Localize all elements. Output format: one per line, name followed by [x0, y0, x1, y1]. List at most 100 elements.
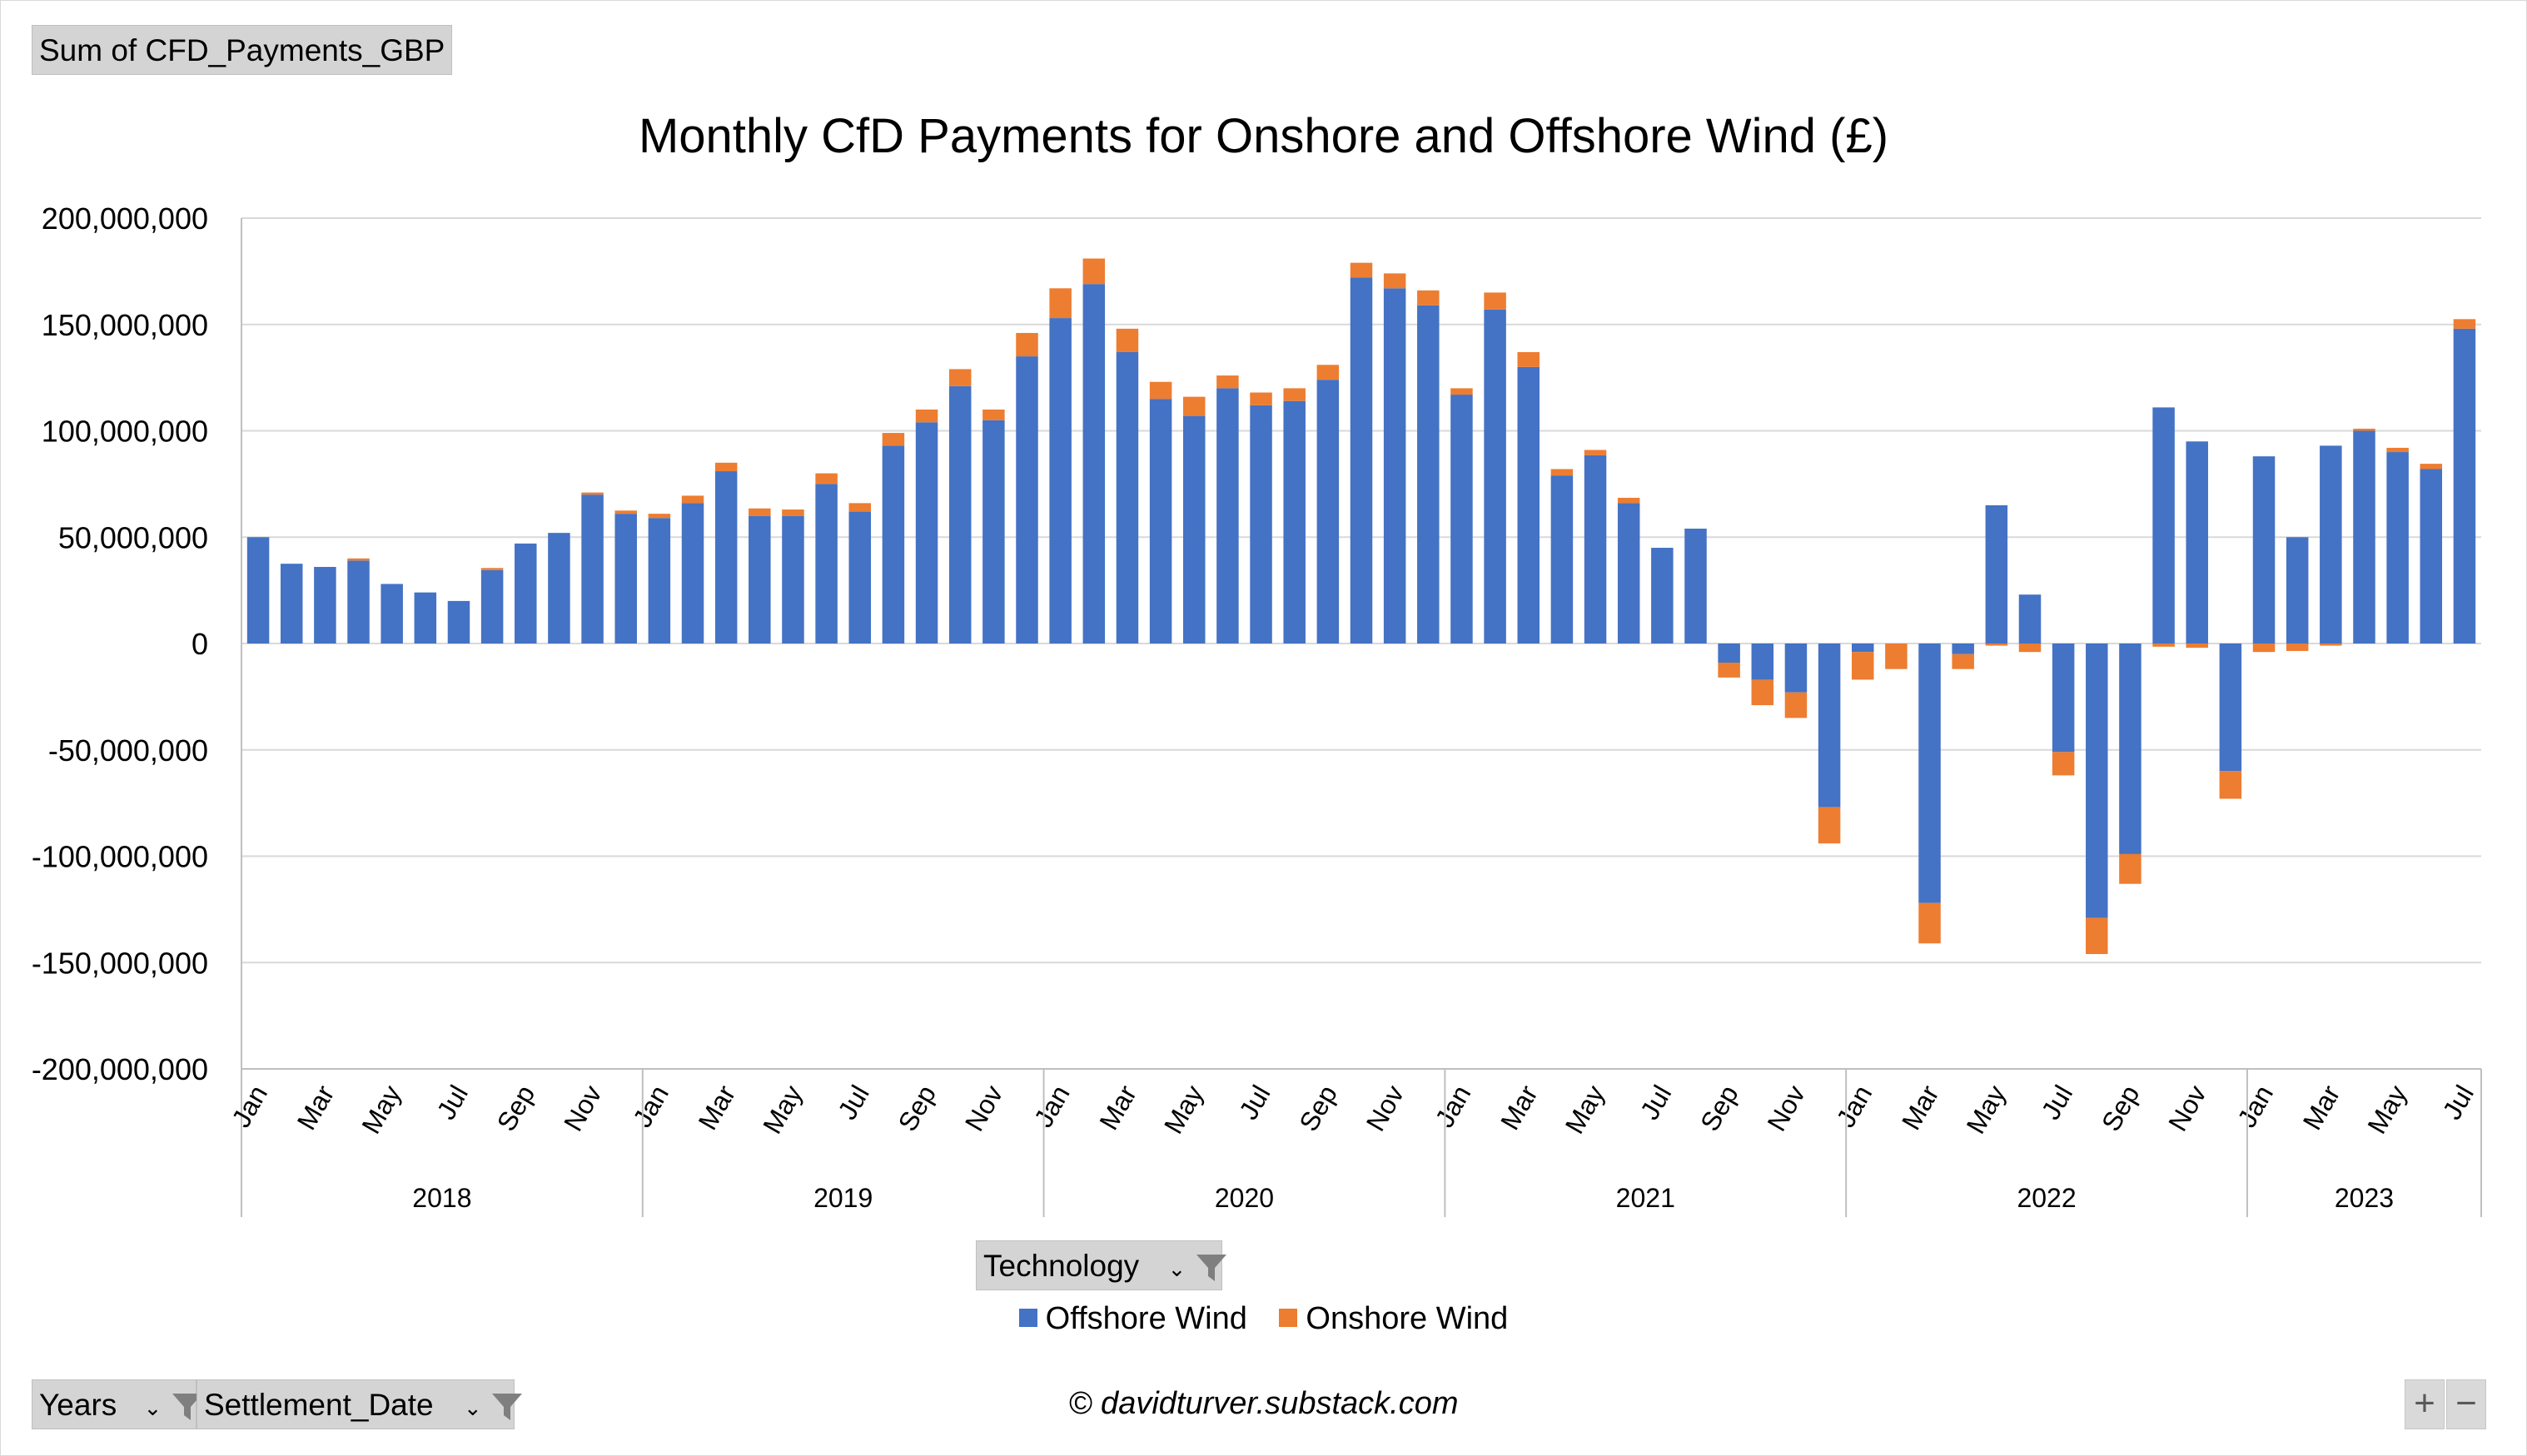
offshore-bar: [1784, 644, 1808, 693]
offshore-bar: [480, 569, 504, 644]
y-tick-label: 150,000,000: [42, 308, 208, 342]
onshore-bar: [915, 409, 938, 423]
onshore-bar: [2152, 644, 2175, 647]
offshore-bar: [1952, 644, 1974, 654]
offshore-bar: [347, 560, 370, 644]
filter-icon: [172, 1394, 202, 1421]
onshore-bar: [581, 492, 604, 495]
offshore-bar: [2353, 430, 2375, 644]
y-tick-label: -100,000,000: [32, 840, 208, 874]
month-tick-label: Nov: [1761, 1081, 1811, 1136]
offshore-bar: [2252, 456, 2276, 644]
onshore-bar: [2420, 464, 2443, 470]
month-tick-label: Nov: [558, 1081, 608, 1136]
offshore-bar: [414, 592, 437, 644]
onshore-bar: [480, 568, 504, 570]
offshore-bar: [982, 420, 1005, 644]
filter-icon: [491, 1394, 522, 1421]
offshore-bar: [782, 515, 804, 644]
onshore-bar: [2219, 771, 2242, 799]
technology-field-button[interactable]: Technology ⌄: [976, 1240, 1226, 1290]
offshore-bar: [1450, 395, 1473, 644]
onshore-bar: [1283, 388, 1306, 401]
offshore-bar: [1617, 503, 1640, 644]
offshore-bar: [1183, 415, 1206, 644]
offshore-bar: [915, 422, 938, 644]
onshore-bar: [1316, 365, 1340, 380]
offshore-bar: [1417, 305, 1440, 644]
onshore-bar: [1450, 388, 1473, 395]
offshore-bar: [1082, 284, 1106, 644]
month-tick-label: Jan: [1028, 1081, 1076, 1133]
onshore-bar: [1784, 692, 1808, 718]
offshore-bar: [749, 515, 771, 644]
legend-item-onshore[interactable]: Onshore Wind: [1279, 1301, 1508, 1337]
offshore-bar: [1350, 277, 1373, 644]
legend-label-onshore: Onshore Wind: [1306, 1301, 1509, 1336]
y-tick-label: -150,000,000: [32, 946, 208, 980]
y-tick-label: 200,000,000: [42, 201, 208, 236]
years-field-label: Years: [39, 1388, 117, 1422]
offshore-bar: [2219, 644, 2242, 772]
offshore-bar: [246, 537, 270, 644]
onshore-bar: [1216, 375, 1239, 389]
collapse-button[interactable]: −: [2446, 1379, 2486, 1429]
month-tick-label: May: [1158, 1081, 1209, 1139]
month-tick-label: Nov: [1361, 1081, 1410, 1136]
offshore-bar: [1684, 529, 1707, 644]
offshore-bar: [548, 533, 570, 644]
dropdown-arrow-icon: ⌄: [143, 1395, 162, 1420]
expand-button[interactable]: +: [2405, 1379, 2445, 1429]
offshore-bar: [2286, 537, 2309, 644]
legend-item-offshore[interactable]: Offshore Wind: [1018, 1301, 1247, 1337]
onshore-bar: [882, 433, 905, 446]
offshore-bar: [1316, 380, 1340, 644]
offshore-bar: [1985, 504, 2008, 644]
settlement-date-field-button[interactable]: Settlement_Date ⌄: [196, 1379, 522, 1429]
offshore-bar: [1383, 288, 1406, 644]
onshore-bar: [1149, 381, 1172, 400]
offshore-bar: [1718, 644, 1740, 663]
y-tick-label: 50,000,000: [58, 520, 208, 554]
offshore-bar: [815, 484, 838, 644]
offshore-bar: [681, 503, 704, 644]
onshore-bar: [1617, 497, 1640, 504]
offshore-bar: [1283, 400, 1306, 644]
offshore-bar: [280, 564, 303, 644]
onshore-bar: [1517, 351, 1540, 367]
month-tick-label: Jan: [627, 1081, 674, 1133]
month-tick-label: Jan: [2231, 1081, 2279, 1133]
offshore-bar: [515, 543, 537, 644]
onshore-bar: [1885, 644, 1908, 669]
onshore-bar: [2119, 853, 2141, 884]
offshore-bar: [2320, 445, 2342, 644]
filter-icon: [1196, 1255, 1226, 1282]
onshore-bar: [2320, 644, 2342, 646]
month-tick-label: Mar: [1495, 1080, 1544, 1135]
offshore-bar: [2052, 644, 2075, 753]
values-field-button[interactable]: Sum of CFD_Payments_GBP: [32, 25, 453, 75]
month-tick-label: Jul: [1634, 1081, 1678, 1125]
onshore-bar: [1985, 644, 2008, 646]
offshore-bar: [2086, 644, 2108, 918]
onshore-bar: [1818, 807, 1841, 844]
offshore-bar: [1918, 644, 1941, 903]
onshore-bar: [1417, 290, 1440, 306]
year-label: 2018: [412, 1183, 471, 1213]
copyright-text: © davidturver.substack.com: [1068, 1386, 1459, 1421]
month-tick-label: Nov: [959, 1081, 1009, 1136]
onshore-bar: [347, 558, 370, 561]
offshore-bar: [1016, 356, 1038, 644]
technology-field-label: Technology: [983, 1249, 1140, 1283]
years-field-button[interactable]: Years ⌄: [32, 1379, 202, 1429]
month-tick-label: Sep: [491, 1081, 541, 1136]
dropdown-arrow-icon: ⌄: [463, 1395, 482, 1420]
onshore-bar: [2386, 447, 2409, 453]
y-tick-label: 100,000,000: [42, 415, 208, 449]
onshore-bar: [1584, 450, 1607, 455]
onshore-bar: [782, 509, 804, 516]
onshore-bar: [982, 409, 1005, 420]
onshore-bar: [1016, 332, 1038, 357]
offshore-bar: [581, 494, 604, 644]
month-tick-label: Mar: [692, 1080, 741, 1135]
